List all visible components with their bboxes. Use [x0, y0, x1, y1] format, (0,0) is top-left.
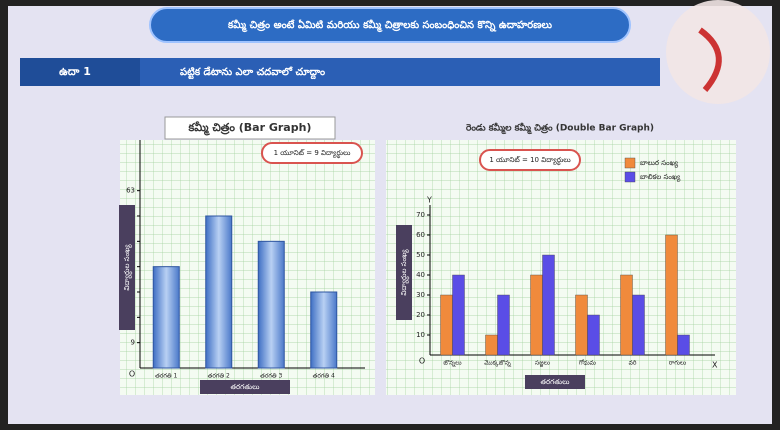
- chart-title-box: [164, 116, 336, 140]
- scale-note: 1 యూనిట్ = 9 విద్యార్థులు: [274, 149, 351, 159]
- x-tick-label: తరగతి 1: [155, 373, 177, 380]
- x-tick-label: జొన్నలు: [443, 360, 461, 368]
- logo-mark: [698, 27, 722, 92]
- x-axis-letter: X: [712, 361, 718, 370]
- x-tick-label: రాగులు: [669, 360, 687, 367]
- y-tick-label: 20: [416, 311, 425, 319]
- step-label: ఉదా 1: [59, 65, 91, 78]
- bar: [677, 334, 690, 356]
- legend-swatch: [624, 171, 636, 183]
- scale-note-box: [479, 149, 581, 171]
- y-axis-letter: Y: [426, 196, 432, 205]
- x-tick-label: వరి: [629, 360, 637, 367]
- step-tab: [20, 58, 140, 86]
- y-tick-label: 63: [126, 187, 135, 195]
- y-tick-label: 30: [416, 291, 425, 299]
- bar: [575, 294, 588, 356]
- slide-title: కమ్మీ చిత్రం అంటే ఏమిటి మరియు కమ్మీ చిత్…: [227, 18, 553, 33]
- x-label: తరగతులు: [231, 383, 261, 391]
- y-label: విద్యార్థుల సంఖ్య: [123, 244, 133, 291]
- bar: [632, 294, 645, 356]
- graph-paper: [386, 140, 736, 395]
- y-tick-label: 40: [416, 271, 425, 279]
- x-label: తరగతులు: [541, 378, 571, 386]
- bar: [530, 274, 543, 356]
- legend-label: బాలుర సంఖ్య: [640, 159, 679, 168]
- bar: [205, 215, 233, 369]
- x-tick-label: తరగతి 3: [260, 373, 282, 380]
- x-tick-label: మొక్కజొన్న: [484, 360, 511, 368]
- y-tick-label: 60: [416, 231, 425, 239]
- bar: [497, 294, 510, 356]
- x-tick-label: సజ్జలు: [535, 360, 550, 368]
- y-tick-label: 9: [131, 339, 135, 347]
- legend-swatch: [624, 157, 636, 169]
- bar: [452, 274, 465, 356]
- bar: [440, 294, 453, 356]
- bar: [587, 314, 600, 356]
- chart-title: కమ్మీ చిత్రం (Bar Graph): [188, 121, 312, 136]
- y-label: విద్యార్థుల సంఖ్య: [400, 249, 410, 296]
- origin-label: O: [129, 370, 135, 379]
- chart-title: రెండు కమ్మీల కమ్మీ చిత్రం (Double Bar Gr…: [466, 122, 654, 135]
- bar: [310, 291, 338, 369]
- legend-label: బాలికల సంఖ్య: [640, 173, 681, 182]
- origin-label: O: [419, 357, 425, 366]
- x-tick-label: తరగతి 4: [313, 373, 335, 380]
- x-tick-label: గోధుమ: [579, 359, 597, 367]
- y-tick-label: 70: [416, 211, 425, 219]
- bar: [665, 234, 678, 356]
- y-tick-label: 10: [416, 331, 425, 339]
- x-label-box: [525, 375, 585, 389]
- y-label-box: [119, 205, 135, 330]
- bar: [542, 254, 555, 356]
- bar: [485, 334, 498, 356]
- step-subtitle: పట్టిక డేటాను ఎలా చదవాలో చూద్దాం: [180, 65, 325, 80]
- title-banner: [149, 7, 631, 43]
- x-tick-label: తరగతి 2: [208, 373, 230, 380]
- y-label-box: [396, 225, 412, 320]
- scale-note: 1 యూనిట్ = 10 విద్యార్థులు: [489, 156, 571, 166]
- bar: [257, 240, 285, 369]
- x-label-box: [200, 380, 290, 394]
- bar: [620, 274, 633, 356]
- scale-note-box: [261, 142, 363, 164]
- bar: [152, 266, 180, 369]
- y-tick-label: 50: [416, 251, 425, 259]
